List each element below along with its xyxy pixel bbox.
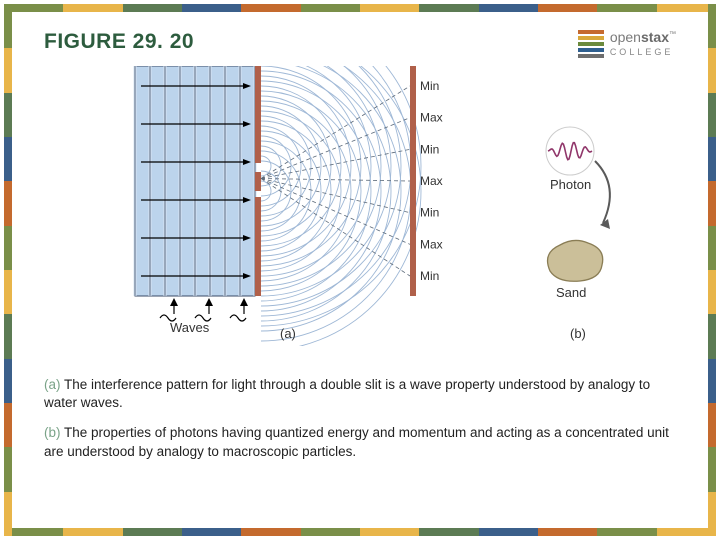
svg-text:Min: Min bbox=[420, 142, 439, 156]
logo-open: open bbox=[610, 29, 641, 45]
caption-a-label: (a) bbox=[44, 377, 61, 392]
logo-text: openstax™ COLLEGE bbox=[610, 31, 676, 57]
svg-text:Waves: Waves bbox=[170, 320, 210, 335]
svg-text:Max: Max bbox=[420, 237, 443, 251]
svg-text:Min: Min bbox=[420, 79, 439, 93]
logo-sub: COLLEGE bbox=[610, 47, 674, 57]
diagram-svg: Min Max Min Max Min Max Min Waves (a) Photon Sand (… bbox=[80, 66, 640, 346]
caption-b: (b) The properties of photons having qua… bbox=[44, 424, 676, 460]
captions: (a) The interference pattern for light t… bbox=[44, 376, 676, 461]
caption-b-label: (b) bbox=[44, 425, 61, 440]
svg-text:(a): (a) bbox=[280, 326, 296, 341]
caption-a: (a) The interference pattern for light t… bbox=[44, 376, 676, 412]
svg-text:Photon: Photon bbox=[550, 177, 591, 192]
caption-a-text: The interference pattern for light throu… bbox=[44, 377, 650, 410]
svg-text:Max: Max bbox=[420, 174, 443, 188]
svg-text:Sand: Sand bbox=[556, 285, 586, 300]
logo-stax: stax bbox=[641, 29, 669, 45]
logo-bars-icon bbox=[578, 30, 604, 58]
openstax-logo: openstax™ COLLEGE bbox=[578, 30, 676, 58]
svg-text:Max: Max bbox=[420, 111, 443, 125]
svg-text:Min: Min bbox=[420, 206, 439, 220]
caption-b-text: The properties of photons having quantiz… bbox=[44, 425, 669, 458]
logo-tm: ™ bbox=[669, 31, 676, 38]
svg-text:Min: Min bbox=[420, 269, 439, 283]
figure-title: FIGURE 29. 20 bbox=[44, 30, 194, 54]
svg-text:(b): (b) bbox=[570, 326, 586, 341]
figure-diagram: Min Max Min Max Min Max Min Waves (a) Photon Sand (… bbox=[80, 66, 640, 346]
